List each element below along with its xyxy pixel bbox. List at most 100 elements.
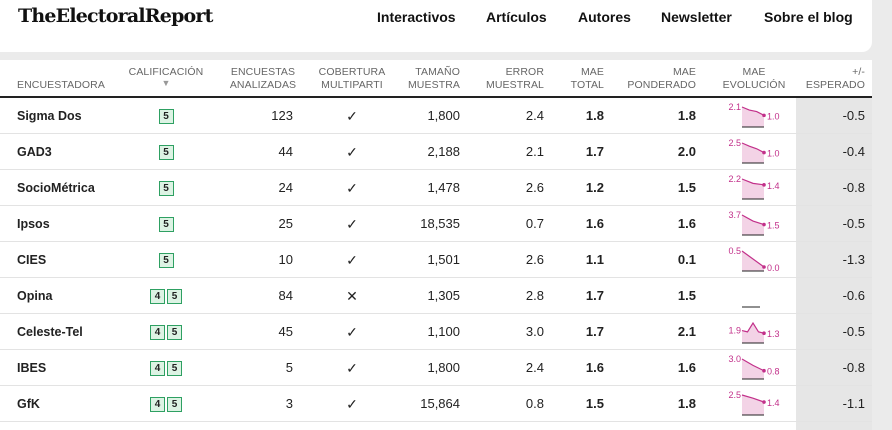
encuestas-count: 10: [278, 252, 293, 267]
error-muestral: 2.4: [525, 108, 544, 123]
nav-newsletter[interactable]: Newsletter: [661, 9, 732, 25]
mae-total: 1.2: [585, 180, 604, 195]
rating-badges: 5: [122, 170, 210, 206]
table-row[interactable]: Sigma Dos 5 123 ✓ 1,800 2.4 1.8 1.8 -0.5 2.1 1.0: [0, 98, 872, 134]
encuestas-count: 25: [278, 216, 293, 231]
mae-total: 1.1: [585, 252, 604, 267]
mae-total: 1.8: [585, 108, 604, 123]
mae-total: 1.6: [585, 216, 604, 231]
header-rule: [0, 96, 872, 98]
nav-interactivos[interactable]: Interactivos: [377, 9, 456, 25]
table-row[interactable]: Opina 4 5 84 ✕ 1,305 2.8 1.7 1.5 -0.6: [0, 278, 872, 314]
esperado-value: -0.8: [842, 180, 865, 195]
site-logo[interactable]: TheElectoralReport: [18, 5, 213, 27]
pollster-name: IBES: [17, 361, 47, 375]
tamano-muestra: 1,800: [427, 108, 460, 123]
sparkline-area: [742, 215, 764, 235]
encuestas-count: 44: [278, 144, 293, 159]
error-muestral: 3.0: [525, 324, 544, 339]
col-header-calificacion[interactable]: CALIFICACIÓN ▼: [122, 66, 210, 98]
sparkline-start-label: 2.5: [728, 138, 741, 148]
col-header-mae-evolucion[interactable]: MAE EVOLUCIÓN: [716, 66, 792, 98]
col-header-tamano[interactable]: TAMAÑO MUESTRA: [390, 66, 460, 98]
table-row[interactable]: IBES 4 5 5 ✓ 1,800 2.4 1.6 1.6 -0.8 3.0 0.8: [0, 350, 872, 386]
encuestas-count: 5: [285, 360, 293, 375]
sparkline-area: [742, 251, 764, 271]
esperado-value: -0.5: [842, 324, 865, 339]
sparkline-end-label: 1.5: [767, 221, 780, 231]
sparkline-area: [742, 359, 764, 379]
check-icon: ✓: [346, 180, 358, 196]
sparkline-start-label: 2.5: [728, 390, 741, 400]
col-header-mae-ponderado-line2: PONDERADO: [627, 79, 696, 91]
rating-badge: 5: [167, 397, 182, 413]
col-header-cobertura[interactable]: COBERTURA MULTIPARTI: [312, 66, 392, 98]
encuestas-count: 45: [278, 324, 293, 339]
rating-badges: 5: [122, 206, 210, 242]
pollster-name: Ipsos: [17, 217, 50, 231]
mae-evolution-sparkline: 0.5 0.0: [728, 246, 779, 273]
col-header-error-line1: ERROR: [505, 66, 544, 78]
sparkline-end-label: 1.4: [767, 398, 780, 408]
sparkline-line: [741, 178, 765, 186]
sparkline-start-label: 2.1: [728, 102, 741, 112]
table-row[interactable]: GfK 4 5 3 ✓ 15,864 0.8 1.5 1.8 -1.1 2.5 1.4: [0, 386, 872, 422]
error-muestral: 2.8: [525, 288, 544, 303]
sparkline-start-label: 1.9: [728, 326, 741, 336]
table-row[interactable]: SocioMétrica 5 24 ✓ 1,478 2.6 1.2 1.5 -0.8 2.2 1.4: [0, 170, 872, 206]
check-icon: ✓: [346, 324, 358, 340]
nav-sobre-el-blog[interactable]: Sobre el blog: [764, 9, 853, 25]
sparkline-end-point: [762, 183, 766, 187]
table-row[interactable]: Celeste-Tel 4 5 45 ✓ 1,100 3.0 1.7 2.1 -0.5 1.9 1.3: [0, 314, 872, 350]
nav-articulos[interactable]: Artículos: [486, 9, 547, 25]
sparkline-line: [741, 250, 765, 268]
col-header-error[interactable]: ERROR MUESTRAL: [470, 66, 544, 98]
sparkline-end-point: [762, 265, 766, 269]
col-header-tamano-line1: TAMAÑO: [415, 66, 460, 78]
col-header-calificacion-label: CALIFICACIÓN: [128, 66, 204, 78]
check-icon: ✓: [346, 396, 358, 412]
table-row[interactable]: Ipsos 5 25 ✓ 18,535 0.7 1.6 1.6 -0.5 3.7 1.5: [0, 206, 872, 242]
mae-evolution-sparkline: 3.0 0.8: [728, 354, 780, 380]
sparkline-area: [742, 107, 764, 127]
mae-total: 1.7: [585, 288, 604, 303]
col-header-mae-ponderado[interactable]: MAE PONDERADO: [620, 66, 696, 98]
sparkline-line: [741, 321, 765, 334]
rating-badges: 5: [122, 98, 210, 134]
mae-evolution-sparkline: 2.5 1.0: [728, 138, 780, 164]
col-header-mae-evolucion-line2: EVOLUCIÓN: [722, 79, 786, 91]
error-muestral: 0.8: [525, 396, 544, 411]
esperado-value: -0.5: [842, 108, 865, 123]
table-row[interactable]: GAD3 5 44 ✓ 2,188 2.1 1.7 2.0 -0.4 2.5 1.0: [0, 134, 872, 170]
col-header-error-line2: MUESTRAL: [486, 79, 544, 91]
error-muestral: 2.4: [525, 360, 544, 375]
sparkline-end-point: [762, 150, 766, 155]
sparkline-area: [742, 323, 764, 343]
nav-autores[interactable]: Autores: [578, 9, 631, 25]
mae-total: 1.5: [585, 396, 604, 411]
col-header-encuestas[interactable]: ENCUESTAS ANALIZADAS: [218, 66, 308, 98]
pollster-name: Sigma Dos: [17, 109, 82, 123]
sparkline-end-label: 0.8: [767, 367, 780, 377]
sparkline-end-point: [762, 331, 766, 336]
col-header-mae-total[interactable]: MAE TOTAL: [560, 66, 604, 98]
sparkline-start-label: 3.0: [728, 354, 741, 364]
check-icon: ✓: [346, 144, 358, 160]
pollster-name: GfK: [17, 397, 40, 411]
mae-ponderado: 1.5: [677, 288, 696, 303]
pollster-name: Celeste-Tel: [17, 325, 83, 339]
pollster-name: Opina: [17, 289, 53, 303]
mae-ponderado: 1.6: [677, 360, 696, 375]
mae-evolution-sparkline: 2.2 1.4: [728, 174, 780, 200]
col-header-esperado-line2: ESPERADO: [805, 79, 865, 91]
rating-badge: 5: [167, 289, 182, 305]
rating-badge: 4: [150, 325, 165, 341]
encuestas-count: 24: [278, 180, 293, 195]
col-header-esperado[interactable]: +/- ESPERADO: [800, 66, 865, 98]
col-header-encuestadora[interactable]: ENCUESTADORA: [17, 79, 105, 91]
table-row[interactable]: CIES 5 10 ✓ 1,501 2.6 1.1 0.1 -1.3 0.5 0.0: [0, 242, 872, 278]
error-muestral: 0.7: [525, 216, 544, 231]
